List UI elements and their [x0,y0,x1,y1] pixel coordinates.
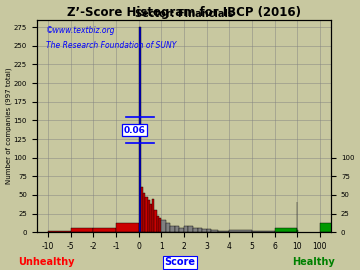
Bar [252,231,275,232]
Bar [116,223,139,232]
Title: Z’-Score Histogram for IBCP (2016): Z’-Score Histogram for IBCP (2016) [67,6,301,19]
Text: Score: Score [165,257,195,267]
Bar [152,199,154,232]
Bar [179,228,184,232]
Bar [154,210,157,232]
Bar [145,197,148,232]
Bar [166,222,170,232]
Text: Healthy: Healthy [292,257,334,267]
Bar [320,223,343,232]
Bar [150,204,152,232]
Text: Sector: Financials: Sector: Financials [135,9,233,19]
Bar [93,228,116,232]
Bar [71,228,93,232]
Bar [218,231,229,232]
Bar [175,226,179,232]
Bar [211,230,218,232]
Bar [275,228,297,232]
Bar [148,200,150,232]
Text: The Research Foundation of SUNY: The Research Foundation of SUNY [45,41,176,50]
Bar [189,226,193,232]
Bar [198,228,202,232]
Bar [170,225,175,232]
Bar [161,220,166,232]
Y-axis label: Number of companies (997 total): Number of companies (997 total) [5,68,12,184]
Bar [229,230,252,232]
Bar [143,193,145,232]
Bar [48,231,71,232]
Bar [159,218,161,232]
Bar [139,27,141,232]
Bar [297,230,298,232]
Bar [202,229,207,232]
Bar [193,228,198,232]
Bar [141,187,143,232]
Text: Unhealthy: Unhealthy [19,257,75,267]
Text: ©www.textbiz.org: ©www.textbiz.org [45,26,115,35]
Text: 0.06: 0.06 [123,126,145,134]
Bar [207,229,211,232]
Bar [157,216,159,232]
Bar [184,225,189,232]
